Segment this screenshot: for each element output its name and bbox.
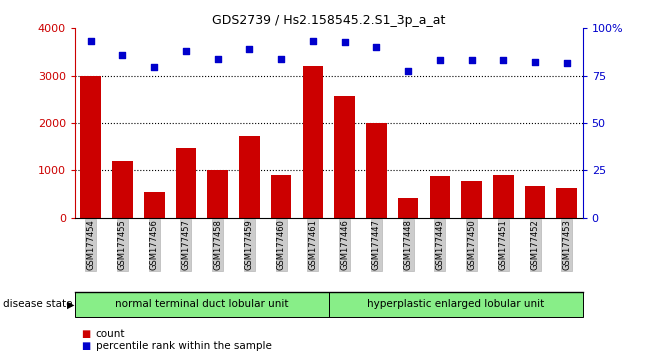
Bar xyxy=(208,170,228,218)
Point xyxy=(85,38,96,44)
Point xyxy=(308,38,318,44)
Point xyxy=(181,48,191,54)
Bar xyxy=(176,148,196,218)
Point xyxy=(339,39,350,44)
Text: GSM177448: GSM177448 xyxy=(404,219,413,270)
Point xyxy=(276,56,286,62)
Bar xyxy=(557,188,577,218)
Point xyxy=(212,56,223,62)
Bar xyxy=(462,181,482,218)
Text: count: count xyxy=(96,329,125,339)
Text: GSM177451: GSM177451 xyxy=(499,219,508,270)
Text: GSM177458: GSM177458 xyxy=(213,219,222,270)
Bar xyxy=(144,192,165,218)
Point xyxy=(149,64,159,70)
Bar xyxy=(112,161,133,218)
Text: GSM177461: GSM177461 xyxy=(309,219,318,270)
Point xyxy=(498,57,508,62)
Text: GSM177460: GSM177460 xyxy=(277,219,286,270)
Bar xyxy=(525,185,546,218)
Bar xyxy=(366,123,387,218)
Text: GSM177446: GSM177446 xyxy=(340,219,349,270)
Bar xyxy=(398,198,419,218)
Text: GSM177453: GSM177453 xyxy=(562,219,572,270)
Text: GSM177449: GSM177449 xyxy=(436,219,445,270)
Text: disease state: disease state xyxy=(3,299,73,309)
Point xyxy=(371,45,381,50)
Point xyxy=(562,61,572,66)
Text: ■: ■ xyxy=(81,341,90,351)
Point xyxy=(466,57,477,62)
Bar xyxy=(335,96,355,218)
Point xyxy=(117,52,128,58)
Bar xyxy=(239,136,260,218)
Bar xyxy=(493,175,514,218)
Text: GSM177455: GSM177455 xyxy=(118,219,127,270)
Point xyxy=(403,68,413,74)
Text: ▶: ▶ xyxy=(66,299,74,309)
Text: normal terminal duct lobular unit: normal terminal duct lobular unit xyxy=(115,299,288,309)
Bar xyxy=(271,175,292,218)
Bar xyxy=(430,176,450,218)
Text: hyperplastic enlarged lobular unit: hyperplastic enlarged lobular unit xyxy=(367,299,544,309)
Text: GSM177456: GSM177456 xyxy=(150,219,159,270)
Title: GDS2739 / Hs2.158545.2.S1_3p_a_at: GDS2739 / Hs2.158545.2.S1_3p_a_at xyxy=(212,14,445,27)
Text: ■: ■ xyxy=(81,329,90,339)
Point xyxy=(530,59,540,65)
Text: GSM177457: GSM177457 xyxy=(182,219,191,270)
Bar xyxy=(303,66,323,218)
Point xyxy=(435,57,445,62)
Text: GSM177454: GSM177454 xyxy=(86,219,95,270)
Text: GSM177450: GSM177450 xyxy=(467,219,476,270)
Text: GSM177452: GSM177452 xyxy=(531,219,540,270)
Point xyxy=(244,46,255,52)
Bar xyxy=(81,76,101,218)
Text: GSM177459: GSM177459 xyxy=(245,219,254,270)
Text: GSM177447: GSM177447 xyxy=(372,219,381,270)
Text: percentile rank within the sample: percentile rank within the sample xyxy=(96,341,271,351)
